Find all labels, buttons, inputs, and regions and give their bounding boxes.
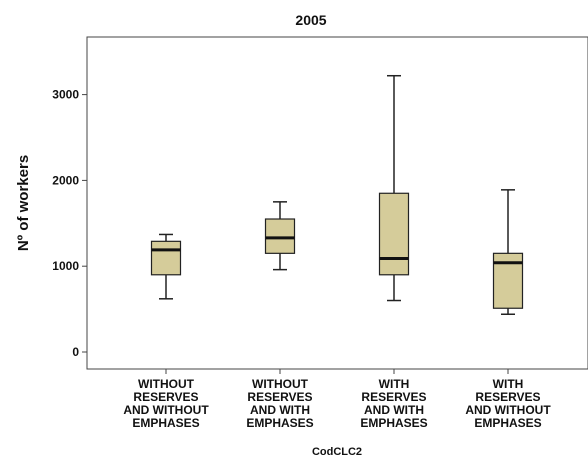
x-category-label: WITH RESERVES AND WITH EMPHASES bbox=[360, 377, 427, 430]
x-category-line: EMPHASES bbox=[360, 416, 427, 430]
y-tick-label: 3000 bbox=[52, 88, 79, 102]
x-category-line: WITHOUT bbox=[138, 377, 195, 391]
x-category-line: EMPHASES bbox=[474, 416, 541, 430]
box-2 bbox=[264, 201, 296, 271]
box-1 bbox=[150, 233, 182, 300]
y-tick-label: 0 bbox=[72, 345, 79, 359]
x-category-line: AND WITH bbox=[250, 403, 310, 417]
box-3 bbox=[378, 74, 410, 302]
y-axis-label: Nº of workers bbox=[15, 155, 32, 251]
plot-area bbox=[86, 36, 588, 370]
x-category-line: EMPHASES bbox=[246, 416, 313, 430]
x-category-line: WITHOUT bbox=[252, 377, 309, 391]
x-category-line: RESERVES bbox=[247, 390, 312, 404]
y-tick-label: 1000 bbox=[52, 259, 79, 273]
iqr-box bbox=[378, 192, 410, 276]
y-tick-label: 2000 bbox=[52, 173, 79, 187]
x-category-label: WITHOUT RESERVES AND WITHOUT EMPHASES bbox=[123, 377, 209, 430]
iqr-box bbox=[150, 240, 182, 276]
x-axis: WITHOUT RESERVES AND WITHOUT EMPHASESWITHOU… bbox=[123, 369, 551, 430]
x-category-line: AND WITHOUT bbox=[123, 403, 209, 417]
x-axis-label: CodCLC2 bbox=[312, 446, 362, 458]
x-category-line: RESERVES bbox=[361, 390, 426, 404]
x-category-label: WITH RESERVES AND WITHOUT EMPHASES bbox=[465, 377, 551, 430]
chart-title: 2005 bbox=[295, 12, 326, 28]
x-category-line: RESERVES bbox=[133, 390, 198, 404]
y-axis: 0 1000 2000 3000 bbox=[52, 88, 87, 359]
x-category-line: WITH bbox=[379, 377, 410, 391]
x-category-line: RESERVES bbox=[475, 390, 540, 404]
iqr-box bbox=[264, 218, 296, 254]
x-category-line: AND WITHOUT bbox=[465, 403, 551, 417]
x-category-line: EMPHASES bbox=[132, 416, 199, 430]
x-category-line: AND WITH bbox=[364, 403, 424, 417]
box-series bbox=[150, 74, 524, 315]
x-category-line: WITH bbox=[493, 377, 524, 391]
x-category-label: WITHOUT RESERVES AND WITH EMPHASES bbox=[246, 377, 313, 430]
box-4 bbox=[492, 189, 524, 315]
